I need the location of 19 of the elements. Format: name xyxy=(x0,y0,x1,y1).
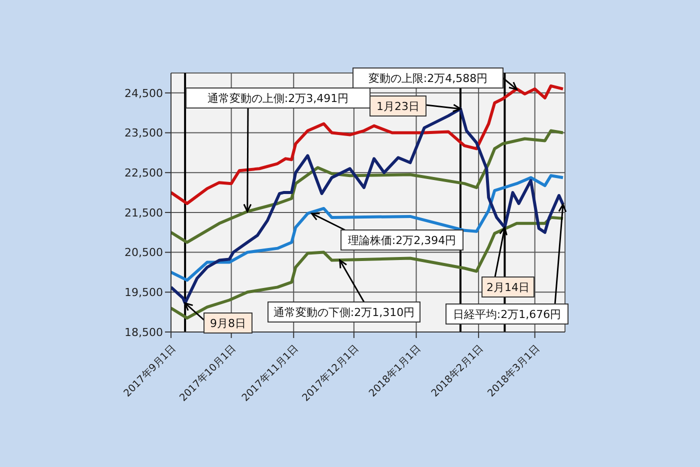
annotation: 2月14日 xyxy=(486,281,530,294)
annotation: 理論株価:2万2,394円 xyxy=(348,234,456,247)
annotation: 1月23日 xyxy=(376,100,420,113)
annotation: 通常変動の下側:2万1,310円 xyxy=(273,306,415,319)
line-series xyxy=(171,174,564,282)
y-tick-label: 18,500 xyxy=(124,326,163,339)
line-series xyxy=(171,216,564,320)
y-tick-label: 24,500 xyxy=(124,86,163,100)
y-tick-label: 21,500 xyxy=(124,206,163,220)
y-tick-label: 23,500 xyxy=(124,126,163,140)
y-tick-label: 20,500 xyxy=(124,246,163,260)
annotation: 日経平均:2万1,676円 xyxy=(452,308,562,321)
annotation: 変動の上限:2万4,588円 xyxy=(368,72,488,85)
annotation: 通常変動の上側:2万3,491円 xyxy=(207,92,349,105)
line-series xyxy=(171,129,564,244)
y-tick-label: 19,500 xyxy=(124,286,163,300)
annotation: 9月8日 xyxy=(210,317,246,330)
y-tick-label: 22,500 xyxy=(124,166,163,180)
line-series xyxy=(171,84,564,205)
